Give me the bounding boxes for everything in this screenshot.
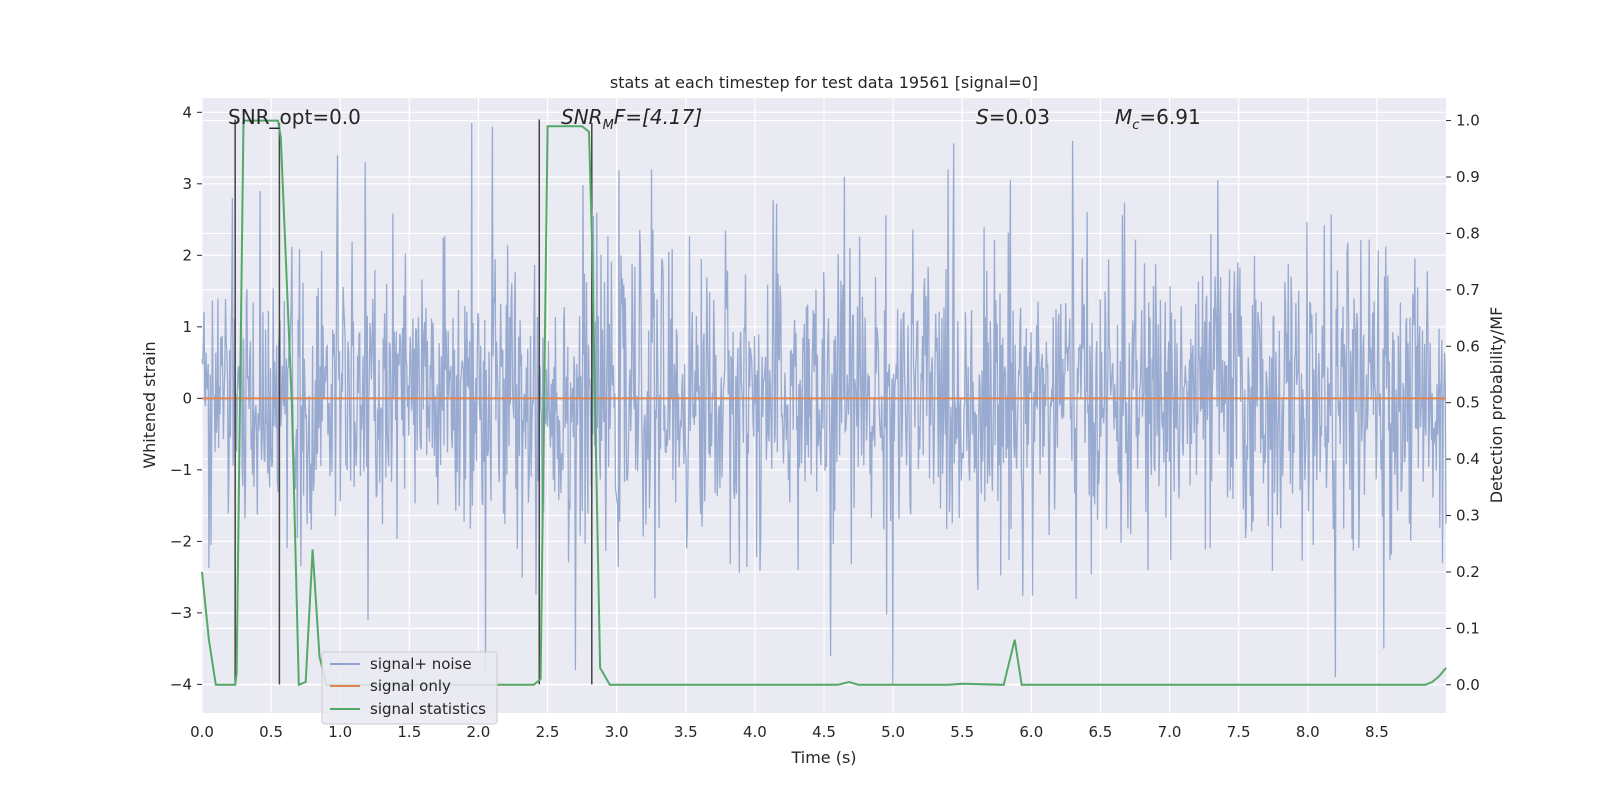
x-tick-label: 1.5 [397,723,421,741]
y-tick-left-label: 0 [182,389,192,407]
signal-noise-series [201,122,1447,685]
x-tick-label: 6.5 [1089,723,1113,741]
legend-label-stats: signal statistics [370,700,486,718]
x-tick-label: 5.5 [950,723,974,741]
y-axis-right-ticks: 1.0 0.9 0.8 0.7 0.6 0.5 0.4 0.3 0.2 0.1 0.0 [1446,112,1480,694]
y-tick-left-label: −2 [170,532,192,550]
signal-statistics-series [201,119,1447,687]
x-tick-label: 2.5 [536,723,560,741]
annotation-snr-mf: SNRMF=[4.17] [561,105,702,133]
y-tick-left-label: 3 [182,175,192,193]
annotation-snr-opt: SNR_opt=0.0 [228,105,361,129]
y-tick-right-label: 0.1 [1456,619,1480,637]
legend-label-signal: signal only [370,677,451,695]
annotation-mc: Mc=6.91 [1115,105,1201,133]
y-tick-right-label: 0.7 [1456,281,1480,299]
y-tick-left-label: 2 [182,246,192,264]
y-tick-left-label: −4 [170,675,192,693]
y-axis-right-label: Detection probability/MF [1487,307,1506,504]
x-tick-label: 0.5 [259,723,283,741]
x-tick-label: 3.0 [605,723,629,741]
legend: signal+ noise signal only signal statist… [321,651,498,725]
x-axis-label: Time (s) [790,748,856,767]
x-tick-label: 7.5 [1227,723,1251,741]
y-tick-left-label: 4 [182,103,192,121]
signal-statistics-line [201,119,1447,687]
y-tick-left-label: −3 [170,604,192,622]
y-tick-left-label: 1 [182,318,192,336]
x-tick-label: 4.0 [743,723,767,741]
y-tick-right-label: 0.4 [1456,450,1480,468]
x-tick-label: 8.5 [1365,723,1389,741]
signal-noise-line [201,122,1447,685]
x-tick-label: 8.0 [1296,723,1320,741]
y-axis-left-ticks: 4 3 2 1 0 −1 −2 −3 −4 [170,103,202,693]
y-tick-right-label: 0.5 [1456,394,1480,412]
x-tick-label: 0.0 [190,723,214,741]
y-tick-right-label: 0.3 [1456,507,1480,525]
y-tick-right-label: 0.6 [1456,337,1480,355]
x-axis-ticks: 0.0 0.5 1.0 1.5 2.0 2.5 3.0 3.5 4.0 4.5 5.0 5.5 6.0 6… [190,723,1389,741]
legend-label-noise: signal+ noise [370,655,472,673]
x-tick-label: 6.0 [1019,723,1043,741]
x-tick-label: 1.0 [328,723,352,741]
x-tick-label: 7.0 [1158,723,1182,741]
chart-title: stats at each timestep for test data 195… [610,73,1038,92]
x-tick-label: 5.0 [881,723,905,741]
y-tick-right-label: 0.2 [1456,563,1480,581]
y-axis-left-label: Whitened strain [140,341,159,468]
y-tick-right-label: 0.9 [1456,168,1480,186]
y-tick-left-label: −1 [170,461,192,479]
x-tick-label: 3.5 [674,723,698,741]
y-tick-right-label: 0.8 [1456,224,1480,242]
x-tick-label: 4.5 [812,723,836,741]
x-tick-label: 2.0 [467,723,491,741]
legend-box [321,651,498,725]
annotation-s: S=0.03 [976,105,1050,129]
y-tick-right-label: 1.0 [1456,112,1480,130]
y-tick-right-label: 0.0 [1456,676,1480,694]
